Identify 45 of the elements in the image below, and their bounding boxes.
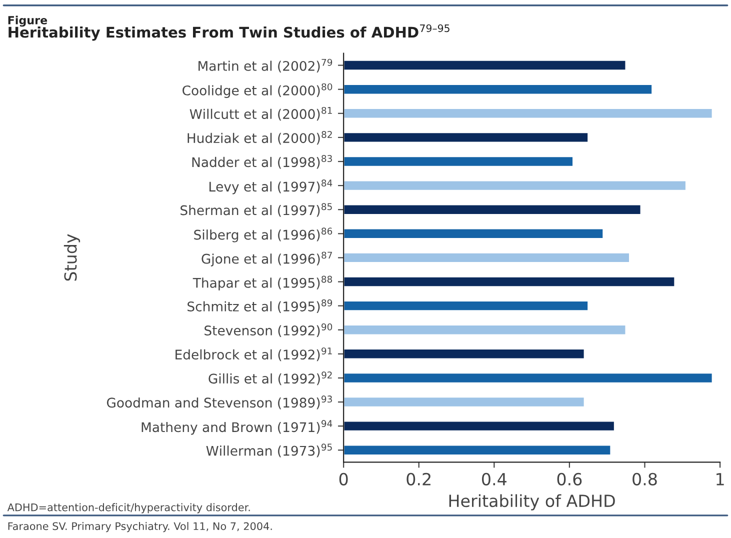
y-tick-label: Martin et al (2002)$^{79}$	[198, 58, 332, 72]
y-tick-label: Hudziak et al (2000)$^{82}$	[188, 130, 332, 145]
y-tick-label: Edelbrock et al (1992)$^{91}$	[176, 347, 332, 362]
text: ADHD=attention-deficit/hyperactivity disorder.	[7, 503, 250, 514]
bar	[344, 300, 589, 312]
y-tick-label: Coolidge et al (2000)$^{80}$	[182, 83, 332, 98]
y-tick-label: Schmitz et al (1995)$^{89}$	[188, 299, 332, 313]
y-tick-label: Sherman et al (1997)$^{85}$	[180, 203, 332, 217]
bar	[344, 444, 612, 456]
bar	[344, 180, 687, 192]
bar	[344, 348, 586, 360]
y-tick-label: Gillis et al (1992)$^{92}$	[208, 372, 332, 386]
bar	[344, 252, 630, 264]
bar	[344, 132, 589, 144]
text: Figure	[8, 16, 48, 27]
x-tick-label: 0.4	[482, 472, 506, 486]
x-tick-label: 0.2	[406, 472, 430, 486]
x-tick-label: 1	[716, 473, 724, 486]
y-tick-label: Silberg et al (1996)$^{86}$	[194, 228, 332, 242]
y-tick-label: Gjone et al (1996)$^{87}$	[202, 252, 332, 266]
bar	[344, 84, 653, 96]
y-tick-label: Thapar et al (1995)$^{88}$	[192, 276, 332, 290]
y-tick-label: Nadder et al (1998)$^{83}$	[192, 155, 332, 169]
y-axis-title: Study	[64, 234, 80, 281]
x-tick-label: 0.8	[632, 472, 657, 486]
bar	[344, 324, 627, 336]
bar	[344, 204, 642, 216]
bar	[344, 60, 627, 72]
y-tick-label: Levy et al (1997)$^{84}$	[209, 180, 332, 194]
bar	[344, 108, 714, 120]
bar	[344, 156, 574, 168]
bar	[344, 420, 616, 432]
bar	[344, 372, 714, 384]
bar	[344, 396, 586, 408]
y-tick-label: Willerman (1973)$^{95}$	[206, 444, 332, 458]
y-tick-label: Goodman and Stevenson (1989)$^{93}$	[106, 396, 332, 410]
y-tick-label: Stevenson (1992)$^{90}$	[204, 323, 332, 338]
bar	[344, 228, 604, 240]
y-tick-label: Willcutt et al (2000)$^{81}$	[190, 106, 332, 121]
x-tick-label: 0	[339, 472, 348, 486]
y-tick-label: Matheny and Brown (1971)$^{94}$	[142, 420, 332, 435]
text: Faraone SV. Primary Psychiatry. Vol 11, No 7, 2004.	[8, 522, 272, 532]
x-tick-label: 0.6	[557, 472, 582, 486]
x-axis-title: Heritability of ADHD	[449, 494, 615, 510]
bar	[344, 276, 676, 288]
